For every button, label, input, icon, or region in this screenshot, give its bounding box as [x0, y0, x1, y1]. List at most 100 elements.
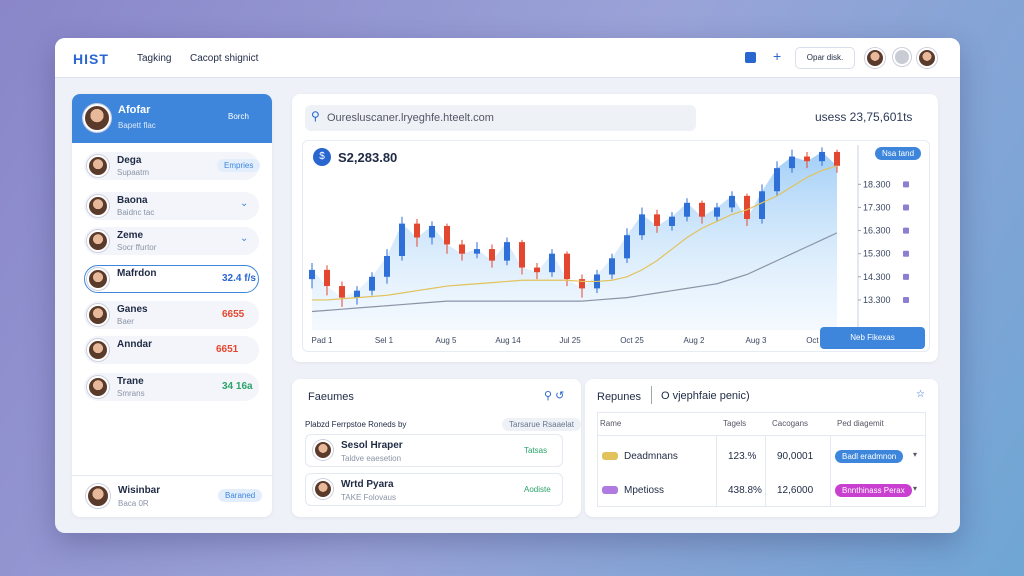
- divider: [651, 386, 652, 404]
- contact-row[interactable]: [84, 336, 259, 364]
- price-area: [312, 151, 837, 330]
- feature-action[interactable]: Aodiste: [524, 485, 551, 494]
- divider: [597, 435, 926, 436]
- table-cell: Mpetioss: [624, 485, 665, 496]
- y-tick-label: 17.300: [863, 202, 891, 212]
- contact-sub: Supaatm: [117, 168, 150, 177]
- contact-row[interactable]: [84, 373, 259, 401]
- contact-name: Zeme: [117, 230, 144, 241]
- divider: [830, 435, 831, 507]
- table-cell: 90,0001: [777, 451, 814, 462]
- feature-row[interactable]: [305, 473, 563, 506]
- table-cell: 12,6000: [777, 485, 814, 496]
- status-pill[interactable]: Bnnthinass Perax: [835, 484, 912, 497]
- avatar: [313, 479, 333, 499]
- nav-link[interactable]: Cacopt shignict: [190, 53, 259, 64]
- contact-sub: Smrans: [117, 389, 145, 398]
- table-header: Ped diagemit: [837, 419, 884, 428]
- candle-body: [369, 276, 375, 291]
- candle-body: [639, 214, 645, 236]
- contact-name: Trane: [117, 376, 144, 387]
- contact-sub: Socr ffurtor: [117, 243, 157, 252]
- feature-action[interactable]: Tatsas: [524, 446, 548, 455]
- feature-sub: Taldve eaesetion: [341, 454, 402, 463]
- chevron: ⌄: [240, 198, 249, 209]
- contact-row[interactable]: [84, 301, 259, 329]
- contact-value: 34 16a: [222, 381, 253, 392]
- tick-icon: [903, 204, 909, 211]
- contact-value: 6651: [216, 344, 239, 355]
- chart: 18.300 17.300 16.300 15.300 14.300 13.300 Pad …: [309, 145, 909, 345]
- x-tick-label: Sel 1: [375, 336, 394, 345]
- logo[interactable]: HIST: [73, 51, 109, 67]
- status-pill[interactable]: Badl eradmnon: [835, 450, 904, 463]
- panel-title: Faeumes: [308, 391, 354, 403]
- contact-name: Dega: [117, 155, 142, 166]
- feature-row[interactable]: [305, 434, 563, 467]
- search-bar[interactable]: Ouresluscaner.lryeghfe.hteelt.com: [305, 105, 696, 131]
- header: [55, 38, 960, 78]
- candle-body: [384, 256, 390, 277]
- candle-body: [729, 195, 735, 208]
- tick-icon: [903, 181, 909, 188]
- candle-body: [399, 223, 405, 256]
- candle-body: [774, 168, 780, 192]
- button[interactable]: Neb Fikexas: [820, 327, 925, 349]
- share-icon[interactable]: ☆: [916, 389, 925, 400]
- contact-sub: Baidnc tac: [117, 208, 155, 217]
- moving-average: [311, 232, 838, 313]
- contact-value: 6655: [222, 309, 245, 320]
- candle-body: [669, 216, 675, 226]
- contact-row[interactable]: [84, 227, 259, 255]
- avatar[interactable]: [865, 48, 885, 68]
- candle-body: [339, 286, 345, 298]
- profile-sub: Bapett flac: [118, 121, 156, 130]
- link[interactable]: Tarsarue Rsaaelat: [502, 418, 581, 431]
- badge: Nsa tand: [875, 147, 922, 160]
- candle-body: [414, 223, 420, 238]
- profile-button[interactable]: Borch: [228, 112, 249, 121]
- avatar: [87, 155, 109, 177]
- candle-body: [324, 269, 330, 287]
- icon[interactable]: [745, 52, 756, 63]
- y-tick-label: 15.300: [863, 249, 891, 259]
- panel-title: Repunes: [597, 391, 642, 403]
- user-sub: Baca 0R: [118, 499, 149, 508]
- avatar[interactable]: [917, 48, 937, 68]
- candle-body: [564, 253, 570, 280]
- nav-link[interactable]: Tagking: [137, 53, 172, 64]
- candle-body: [759, 191, 765, 219]
- add-icon[interactable]: +: [773, 48, 782, 64]
- tick-icon: [903, 250, 909, 257]
- candle-body: [654, 214, 660, 226]
- candle-body: [834, 151, 840, 166]
- profile-name: Afofar: [118, 104, 151, 116]
- candle-body: [579, 279, 585, 289]
- avatar: [87, 339, 109, 361]
- row-icon: [602, 452, 618, 460]
- tick-icon: [903, 273, 909, 280]
- moving-average: [312, 165, 838, 301]
- tick-icon: [903, 296, 909, 303]
- search-icon: ⚲: [311, 109, 320, 123]
- candle-body: [819, 151, 825, 162]
- divider: [765, 435, 766, 507]
- contact-row[interactable]: [84, 265, 259, 293]
- contact-name: Baona: [117, 195, 148, 206]
- button[interactable]: Opar disk.: [795, 47, 855, 69]
- x-tick-label: Aug 3: [746, 336, 767, 345]
- avatar: [87, 195, 109, 217]
- candle-body: [714, 207, 720, 217]
- avatar: [313, 440, 333, 460]
- table-cell: Deadmnans: [624, 451, 678, 462]
- search-icon[interactable]: ⚲ ↺: [544, 390, 565, 402]
- contact-row[interactable]: [84, 192, 259, 220]
- avatar[interactable]: [893, 48, 911, 66]
- subtitle: Plabzd Ferrpstoe Roneds by: [305, 420, 407, 429]
- avatar: [87, 304, 109, 326]
- button[interactable]: Baraned: [218, 489, 263, 502]
- table-header: Cacogans: [772, 419, 809, 428]
- divider: [72, 475, 272, 476]
- x-tick-label: Jul 25: [559, 336, 581, 345]
- y-tick-label: 14.300: [863, 272, 891, 282]
